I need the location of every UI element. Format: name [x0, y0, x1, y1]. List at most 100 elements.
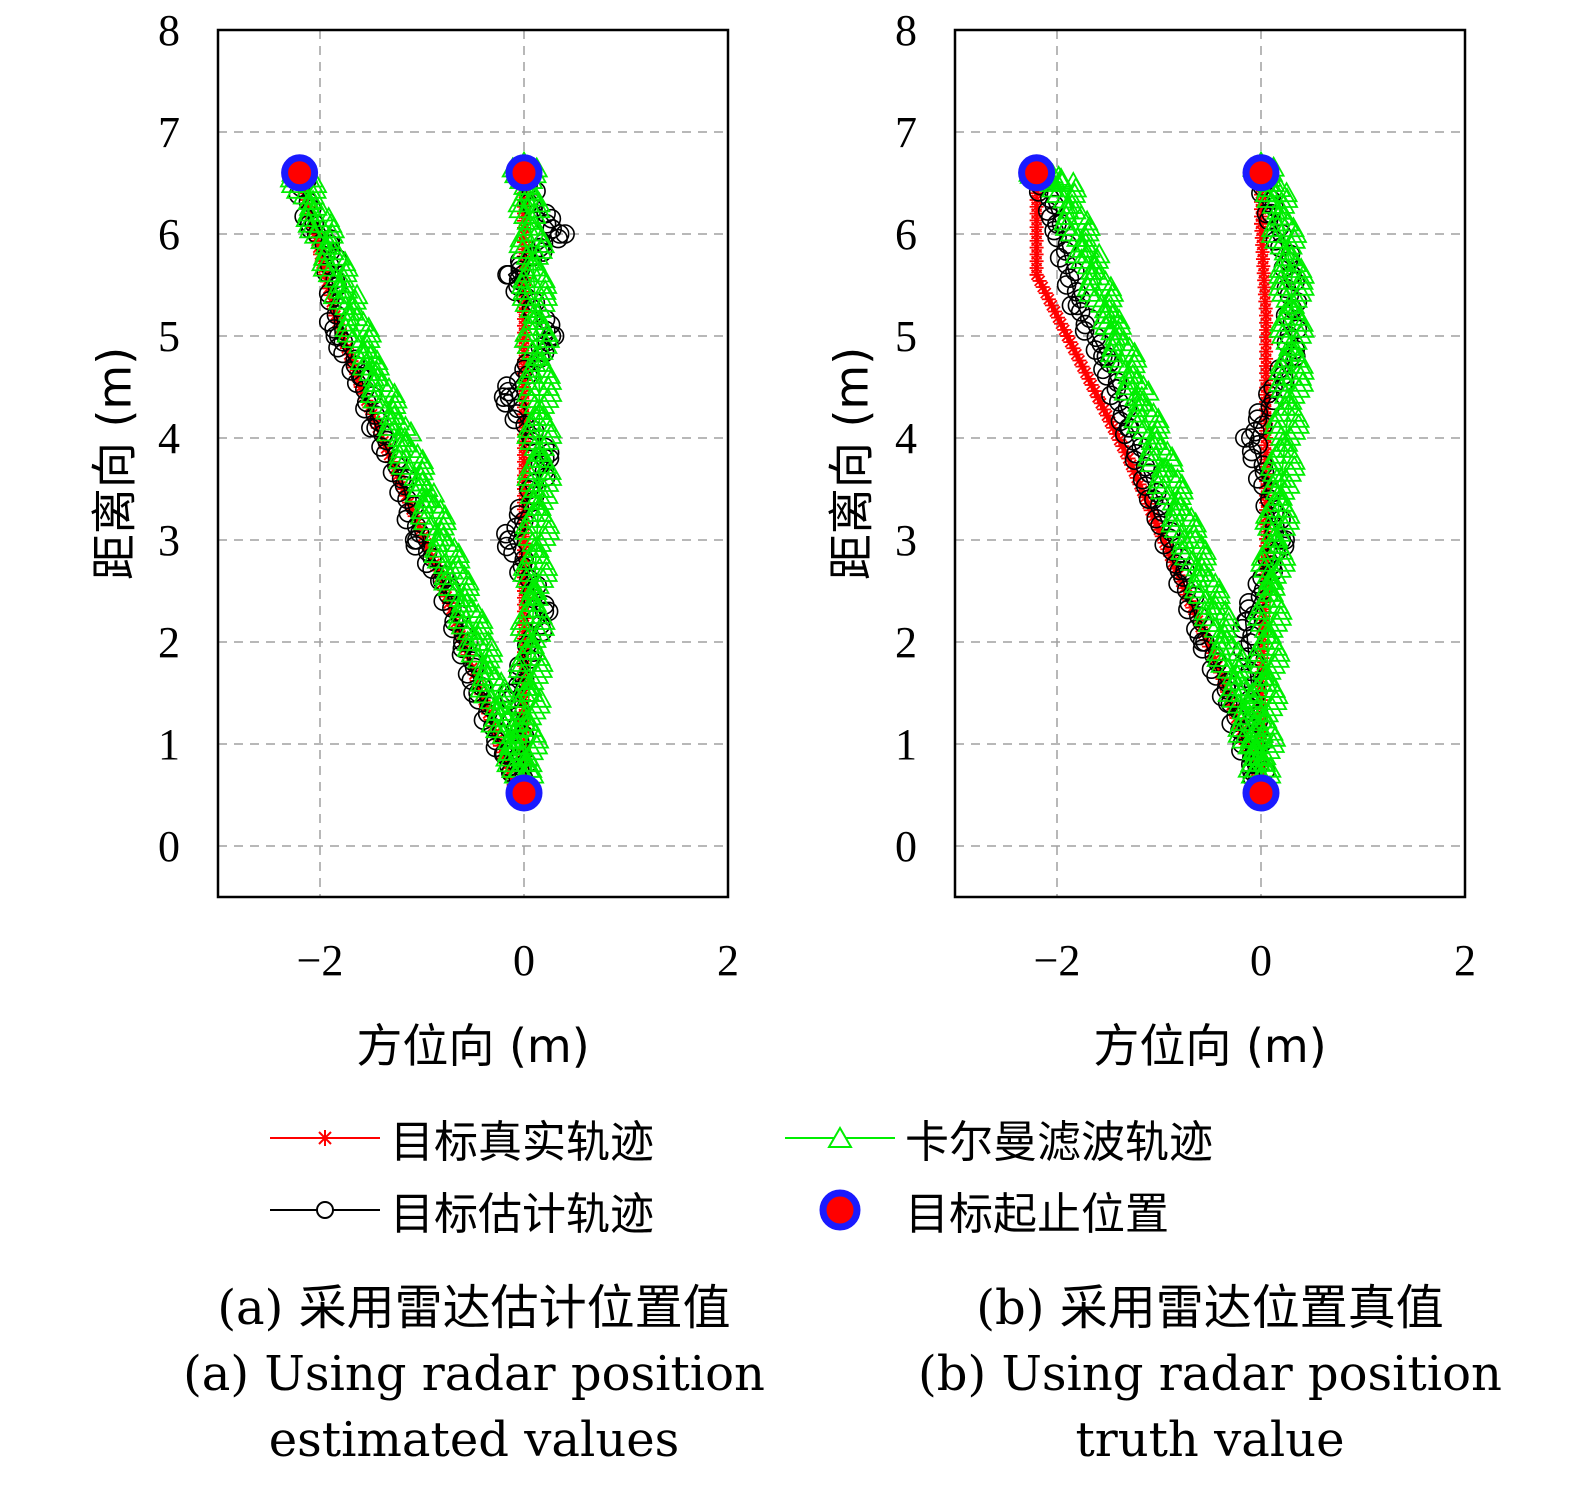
data-point [1273, 550, 1297, 572]
caption-b: (b) 采用雷达位置真值 (b) Using radar position tr… [860, 1275, 1560, 1473]
data-point [1182, 522, 1206, 544]
data-point [524, 591, 548, 612]
data-point [1103, 414, 1118, 429]
data-point [1291, 274, 1316, 296]
legend-label-estimate: 目标估计轨迹 [390, 1189, 654, 1240]
data-point [1283, 227, 1307, 249]
data-point [1078, 280, 1102, 302]
data-point [1259, 308, 1274, 323]
y-tick-label: 2 [158, 618, 180, 667]
data-point [296, 200, 320, 222]
data-point [480, 711, 504, 733]
data-point [492, 711, 516, 733]
data-point [555, 224, 575, 244]
endpoint-marker [505, 154, 543, 192]
data-point [517, 681, 541, 702]
data-point [1107, 324, 1131, 346]
data-point [498, 530, 519, 550]
data-point [1147, 467, 1171, 489]
data-point [515, 369, 539, 390]
data-point [1268, 316, 1292, 338]
data-point [1291, 370, 1315, 392]
data-point [1054, 215, 1078, 236]
data-point [497, 376, 517, 396]
data-point [1077, 270, 1101, 291]
data-point [1254, 508, 1278, 530]
x-tick-label: 0 [513, 936, 535, 985]
y-tick-label: 3 [895, 516, 917, 565]
data-point [1076, 242, 1100, 264]
data-point [1093, 270, 1118, 291]
data-point [1268, 520, 1292, 542]
data-point [335, 310, 359, 332]
data-point [1256, 713, 1280, 735]
endpoint-marker [1018, 154, 1056, 192]
data-point [521, 214, 545, 236]
data-point [334, 316, 358, 338]
data-point [516, 745, 540, 767]
data-point [539, 423, 563, 444]
data-point [396, 509, 417, 530]
data-point [1064, 242, 1088, 264]
legend-truth-sample-icon [270, 1130, 380, 1146]
data-point [1160, 506, 1184, 527]
data-point [1102, 346, 1126, 368]
data-point [1291, 316, 1316, 338]
data-point [1290, 268, 1314, 290]
data-point [1262, 586, 1286, 608]
data-point [376, 415, 400, 436]
data-point [1127, 385, 1151, 407]
data-point [535, 561, 559, 582]
data-point [1235, 428, 1255, 448]
data-point [1268, 262, 1292, 284]
data-point [1275, 187, 1299, 208]
data-point [479, 688, 503, 710]
data-point [359, 354, 383, 376]
data-point [519, 704, 543, 726]
endpoint-marker [281, 154, 319, 192]
data-point [1269, 466, 1293, 488]
data-point [1081, 371, 1096, 386]
data-point [466, 630, 490, 651]
data-point [498, 264, 519, 285]
data-point [512, 279, 536, 300]
data-point [1035, 280, 1050, 295]
data-point [1268, 274, 1292, 296]
data-point [508, 197, 532, 219]
data-point [410, 470, 434, 492]
data-point [406, 442, 430, 464]
data-point [423, 536, 447, 558]
data-point [1252, 415, 1273, 436]
data-point [511, 285, 535, 306]
legend-endpoints-sample-icon [819, 1189, 861, 1231]
data-point [1254, 670, 1278, 692]
data-point [1283, 340, 1307, 362]
data-point [537, 327, 561, 348]
data-point [394, 431, 418, 453]
data-point [361, 417, 381, 438]
data-point [508, 232, 532, 254]
data-point [527, 477, 551, 498]
y-tick-label: 1 [895, 720, 917, 769]
data-point [327, 244, 351, 266]
data-point [509, 615, 533, 636]
plot-area [1018, 150, 1316, 812]
y-tick-label: 2 [895, 618, 917, 667]
y-tick-label: 5 [895, 312, 917, 361]
y-tick-label: 4 [895, 414, 917, 463]
x-tick-label: −2 [1034, 936, 1081, 985]
data-point [1259, 454, 1283, 476]
legend-label-endpoints: 目标起止位置 [905, 1189, 1169, 1240]
data-point [467, 624, 491, 646]
data-point [532, 267, 556, 289]
legend-estimate-sample-icon [270, 1201, 380, 1219]
data-point [1206, 666, 1226, 686]
data-point [371, 437, 391, 457]
legend: 目标真实轨迹 卡尔曼滤波轨迹 目标估计轨迹 目标起止位置 [270, 1108, 1370, 1258]
data-point [418, 514, 442, 536]
data-point [522, 579, 546, 600]
data-point [1271, 490, 1295, 512]
chart-panel-b: 0 1 2 3 4 5 6 7 8 −2 0 2 方位向 (m) 距离向 (m) [825, 6, 1477, 1073]
data-point [1248, 403, 1269, 423]
